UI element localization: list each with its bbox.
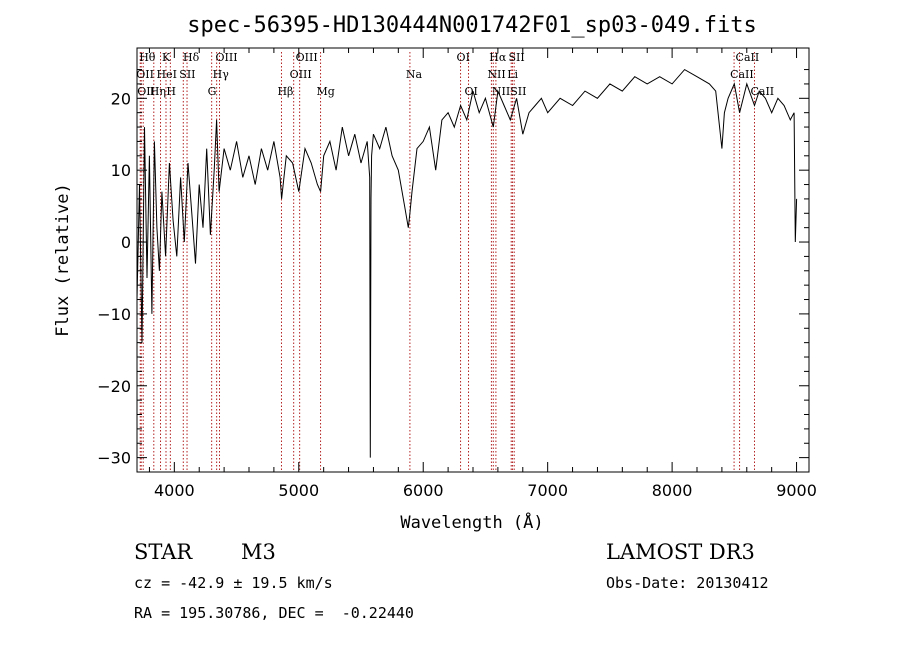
line-label-25: CaII bbox=[730, 68, 754, 81]
y-tick-label-5: 20 bbox=[111, 89, 131, 108]
line-label-8: Hδ bbox=[183, 51, 200, 64]
line-label-5: K bbox=[162, 51, 171, 64]
line-label-1: OII bbox=[136, 68, 154, 81]
x-tick-label-3: 7000 bbox=[527, 481, 568, 500]
spectrum-series-line bbox=[136, 68, 798, 458]
line-label-22: Li bbox=[507, 68, 518, 81]
line-label-9: G bbox=[208, 85, 217, 98]
line-label-21: NII bbox=[492, 85, 510, 98]
line-label-23: SII bbox=[508, 51, 524, 64]
line-label-15: Mg bbox=[317, 85, 335, 98]
line-label-12: Hβ bbox=[277, 85, 293, 98]
spectral-line-labels: HθOIIOIIHηHeIKHSIIHδGHγOIIIHβOIIIOIIIMgN… bbox=[136, 51, 774, 98]
line-label-27: CaII bbox=[750, 85, 774, 98]
line-label-16: Na bbox=[406, 68, 423, 81]
line-label-14: OIII bbox=[296, 51, 318, 64]
line-label-4: HeI bbox=[157, 68, 177, 81]
survey-name: LAMOST DR3 bbox=[606, 540, 755, 564]
line-label-11: OIII bbox=[216, 51, 238, 64]
line-label-17: OI bbox=[457, 51, 470, 64]
line-label-0: Hθ bbox=[139, 51, 156, 64]
plot-frame bbox=[136, 47, 810, 473]
y-axis-label: Flux (relative) bbox=[53, 183, 73, 337]
line-label-6: H bbox=[166, 85, 176, 98]
x-axis-label: Wavelength (Å) bbox=[400, 511, 543, 533]
y-tick-label-3: 0 bbox=[121, 233, 131, 252]
y-tick-label-1: −20 bbox=[97, 377, 131, 396]
ra-dec-coordinates: RA = 195.30786, DEC = -0.22440 bbox=[134, 604, 414, 622]
y-tick-label-2: −10 bbox=[97, 305, 131, 324]
x-tick-label-1: 5000 bbox=[278, 481, 319, 500]
line-label-7: SII bbox=[179, 68, 195, 81]
line-label-10: Hγ bbox=[213, 68, 230, 81]
object-type: STAR bbox=[134, 540, 193, 564]
line-label-20: Hα bbox=[489, 51, 507, 64]
x-axis-ticks: 4000 5000 6000 7000 8000 9000 bbox=[148, 48, 817, 500]
y-tick-label-0: −30 bbox=[97, 449, 131, 468]
y-tick-label-4: 10 bbox=[111, 161, 131, 180]
line-label-19: NII bbox=[487, 68, 505, 81]
observation-date: Obs-Date: 20130412 bbox=[606, 574, 769, 592]
redshift-velocity: cz = -42.9 ± 19.5 km/s bbox=[134, 574, 333, 592]
chart-title: spec-56395-HD130444N001742F01_sp03-049.f… bbox=[187, 13, 757, 38]
line-label-3: Hη bbox=[150, 85, 166, 98]
spectral-line-markers bbox=[139, 52, 755, 472]
x-tick-label-5: 9000 bbox=[776, 481, 817, 500]
line-label-18: OI bbox=[465, 85, 478, 98]
x-tick-label-0: 4000 bbox=[154, 481, 195, 500]
x-tick-label-4: 8000 bbox=[652, 481, 693, 500]
x-tick-label-2: 6000 bbox=[403, 481, 444, 500]
line-label-13: OIII bbox=[290, 68, 312, 81]
line-label-24: SII bbox=[510, 85, 526, 98]
y-axis-ticks: −30 −20 −10 0 10 20 bbox=[97, 69, 809, 468]
object-subclass: M3 bbox=[241, 540, 276, 564]
line-label-2: OII bbox=[137, 85, 155, 98]
line-label-26: CaII bbox=[736, 51, 760, 64]
